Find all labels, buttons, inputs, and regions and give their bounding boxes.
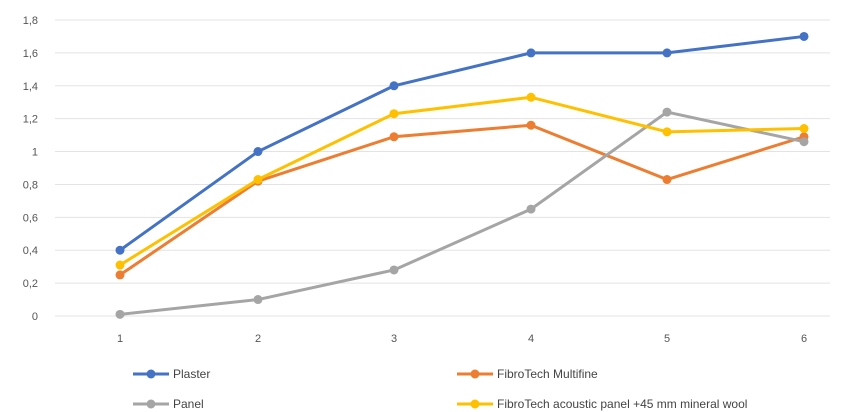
y-tick-label: 1,6 — [23, 48, 38, 60]
data-point — [526, 92, 536, 102]
series-2 — [115, 107, 809, 319]
series-0 — [115, 31, 809, 255]
legend-label: FibroTech Multifine — [497, 367, 598, 381]
legend-marker — [146, 369, 156, 379]
x-axis-ticks: 1 2 3 4 5 6 — [117, 333, 807, 345]
data-point — [389, 265, 399, 275]
data-point — [253, 295, 263, 305]
legend-label: Panel — [173, 397, 204, 411]
data-point — [799, 31, 809, 41]
x-tick-label: 3 — [391, 333, 397, 345]
data-point — [115, 270, 125, 280]
legend-label: Plaster — [173, 367, 210, 381]
data-point — [115, 260, 125, 270]
y-tick-label: 0,6 — [23, 212, 38, 224]
legend-label: FibroTech acoustic panel +45 mm mineral … — [497, 397, 747, 411]
y-tick-label: 0 — [32, 311, 38, 323]
y-tick-label: 0,8 — [23, 179, 38, 191]
y-tick-label: 0,2 — [23, 278, 38, 290]
series-line — [118, 95, 806, 267]
legend-marker — [470, 369, 480, 379]
x-tick-label: 5 — [664, 333, 670, 345]
legend-marker — [470, 399, 480, 409]
data-point — [115, 245, 125, 255]
data-point — [253, 147, 263, 157]
data-point — [526, 120, 536, 130]
y-tick-label: 0,4 — [23, 245, 38, 257]
x-tick-label: 2 — [255, 333, 261, 345]
data-point — [799, 137, 809, 147]
series-line — [118, 123, 806, 277]
legend: Plaster FibroTech Multifine Panel FibroTech… — [133, 367, 747, 411]
data-point — [526, 204, 536, 214]
data-point — [662, 48, 672, 58]
legend-item: Plaster — [133, 367, 210, 381]
y-axis-ticks: 0 0,2 0,4 0,6 0,8 1 1,2 1,4 1,6 1,8 — [23, 15, 38, 323]
data-point — [253, 175, 263, 185]
data-point — [526, 48, 536, 58]
legend-marker — [146, 399, 156, 409]
data-point — [662, 107, 672, 117]
x-tick-label: 1 — [117, 333, 123, 345]
series-lines — [115, 31, 809, 319]
data-point — [662, 127, 672, 137]
series-line — [118, 110, 806, 316]
data-point — [389, 81, 399, 91]
grid — [55, 19, 830, 317]
legend-item: FibroTech acoustic panel +45 mm mineral … — [457, 397, 747, 411]
series-3 — [115, 92, 809, 270]
data-point — [662, 175, 672, 185]
data-point — [115, 309, 125, 319]
x-tick-label: 4 — [528, 333, 534, 345]
data-point — [389, 109, 399, 119]
legend-item: Panel — [133, 397, 204, 411]
series-line — [118, 34, 806, 252]
data-point — [799, 124, 809, 134]
y-tick-label: 1,8 — [23, 15, 38, 27]
data-point — [389, 132, 399, 142]
x-tick-label: 6 — [801, 333, 807, 345]
y-tick-label: 1,2 — [23, 114, 38, 126]
series-1 — [115, 120, 809, 280]
y-tick-label: 1 — [32, 147, 38, 159]
legend-item: FibroTech Multifine — [457, 367, 598, 381]
y-tick-label: 1,4 — [23, 81, 38, 93]
